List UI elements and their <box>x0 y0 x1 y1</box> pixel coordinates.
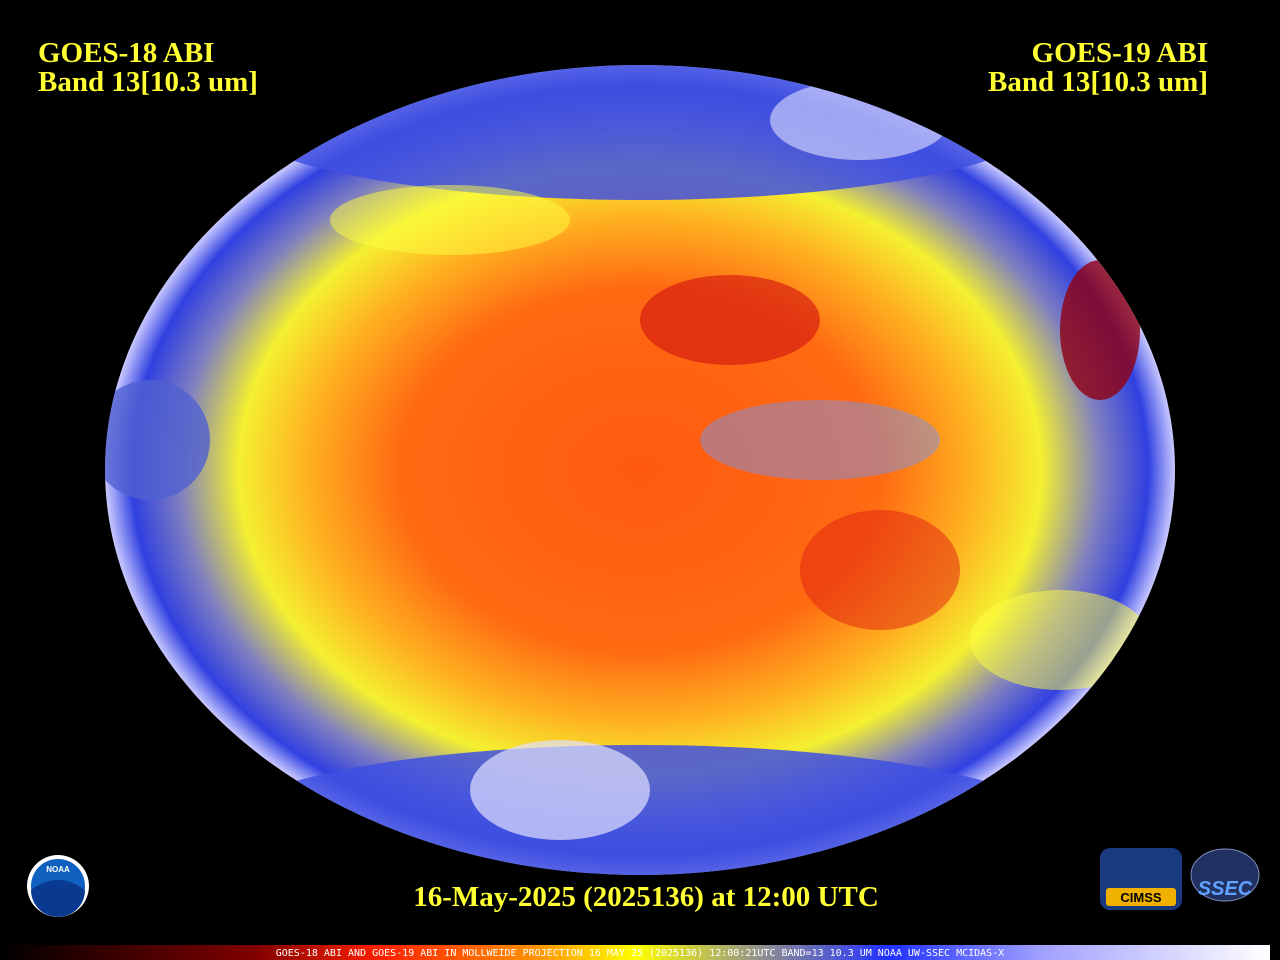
left-title: GOES-18 ABI <box>38 37 214 69</box>
right-band: Band 13[10.3 um] <box>988 66 1208 98</box>
timestamp: 16-May-2025 (2025136) at 12:00 UTC <box>413 881 879 913</box>
cimss-logo: CIMSS <box>1100 848 1182 910</box>
cimss-label: CIMSS <box>1120 890 1162 905</box>
caption: GOES-18 ABI AND GOES-19 ABI IN MOLLWEIDE… <box>276 948 1004 959</box>
cloud-features <box>105 65 1150 875</box>
noaa-logo: NOAA <box>27 855 89 917</box>
color-scale <box>0 945 1270 960</box>
ssec-label: SSEC <box>1198 878 1253 900</box>
noaa-label: NOAA <box>46 865 70 874</box>
ssec-logo: SSEC <box>1190 848 1260 902</box>
right-title: GOES-19 ABI <box>1032 37 1208 69</box>
earth-disk <box>105 65 1175 875</box>
left-band: Band 13[10.3 um] <box>38 66 258 98</box>
